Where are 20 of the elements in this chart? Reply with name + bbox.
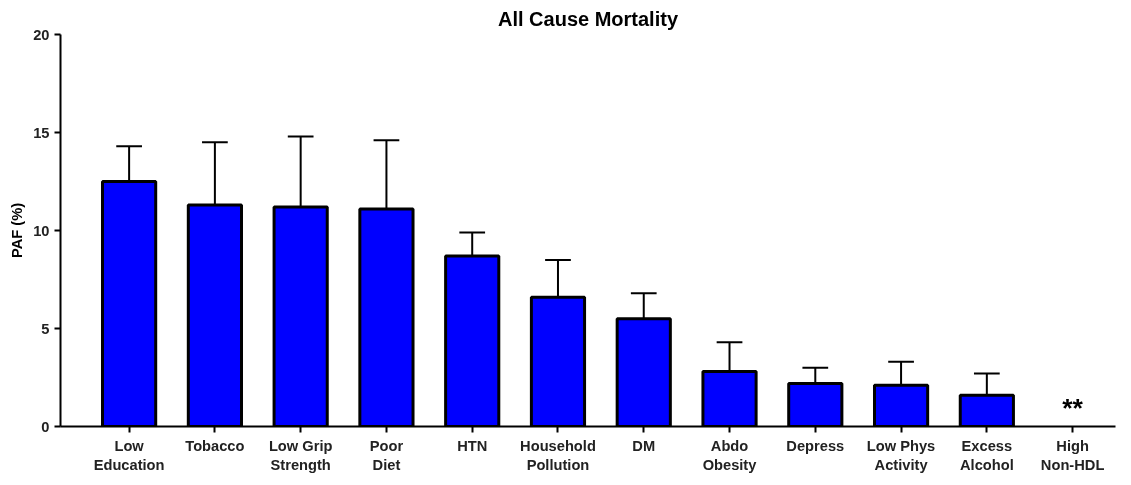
x-tick-label: HTN [457,437,488,454]
x-tick-label: Poor Diet [369,437,404,473]
x-tick-label: Depress [786,437,845,454]
annotation: ** [1062,392,1084,423]
y-tick-label: 5 [41,320,50,337]
x-tick-label: Tobacco [185,437,245,454]
x-tick-label: Abdo Obesity [702,437,758,473]
y-tick-label: 0 [41,418,50,435]
y-tick-label: 15 [33,124,50,141]
y-tick-label: 20 [33,26,50,43]
x-tick-label: Low Phys Activity [866,437,936,473]
x-tick-label: Low Grip Strength [268,437,333,473]
x-tick-label: Low Education [93,437,165,473]
chart-title: All Cause Mortality [497,7,679,30]
x-tick-label: Excess Alcohol [959,437,1014,473]
x-tick-label: DM [632,437,656,454]
x-tick-label: Household Pollution [520,437,596,473]
x-tick-label: High Non-HDL [1040,437,1105,473]
y-tick-label: 10 [33,222,50,239]
y-axis-title: PAF (%) [9,202,26,259]
